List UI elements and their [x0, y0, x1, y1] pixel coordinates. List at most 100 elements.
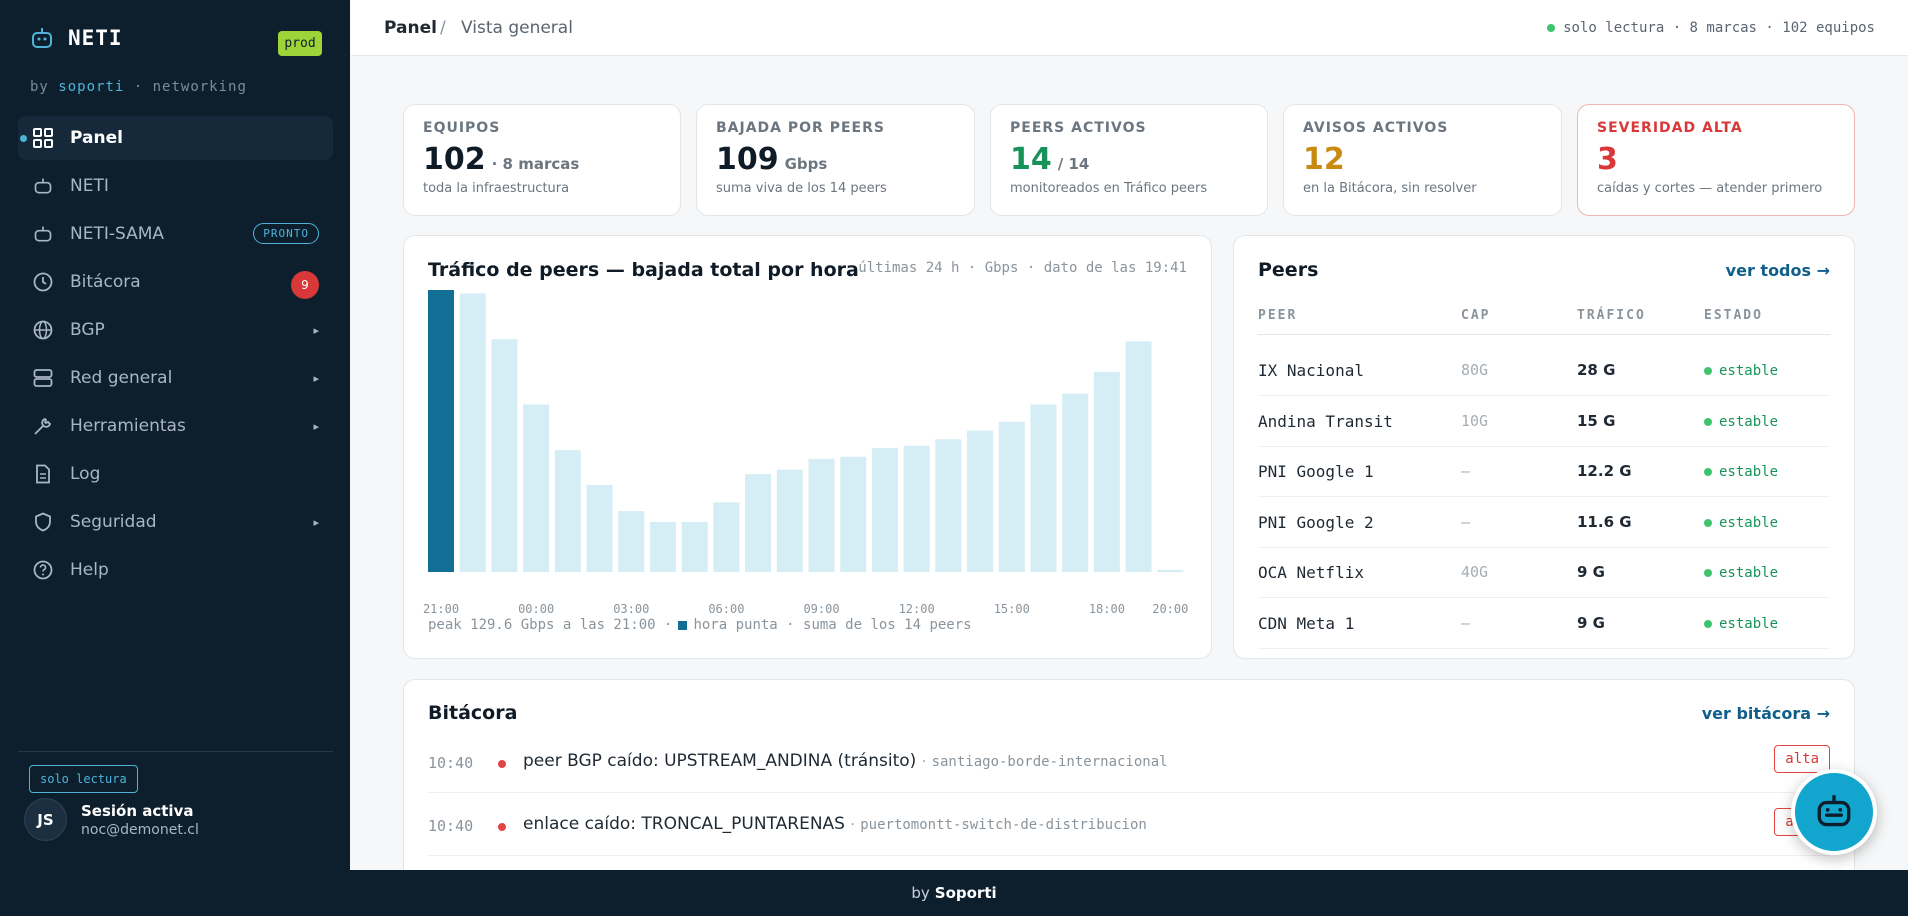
table-row[interactable]: IX Nacional 80G 28 G estable — [1258, 346, 1830, 396]
robot-icon — [32, 28, 52, 48]
chart-bar[interactable] — [618, 511, 645, 572]
chart-bar[interactable] — [776, 469, 803, 572]
breadcrumb-current: Vista general — [461, 17, 573, 38]
peers-title: Peers — [1258, 259, 1319, 281]
chart-bar[interactable] — [967, 430, 994, 572]
peer-status: estable — [1704, 464, 1778, 480]
sidebar-item-seguridad[interactable]: Seguridad ▸ — [18, 500, 333, 544]
peer-traffic: 9 G — [1577, 613, 1605, 632]
peer-traffic: 12.2 G — [1577, 462, 1632, 480]
peer-status-label: estable — [1719, 514, 1779, 531]
chart-bar[interactable] — [1093, 371, 1120, 572]
chart-bar[interactable] — [1030, 404, 1057, 572]
chart-bar[interactable] — [998, 421, 1025, 572]
sidebar-item-herramientas[interactable]: Herramientas ▸ — [18, 404, 333, 448]
peer-name: PNI Google 1 — [1258, 462, 1374, 481]
table-row[interactable]: PNI Google 1 — 12.2 G estable — [1258, 447, 1830, 497]
breadcrumb-panel[interactable]: Panel — [384, 17, 437, 38]
chart-bar[interactable] — [649, 521, 676, 572]
chart-bar[interactable] — [1062, 393, 1089, 572]
chart-bar[interactable] — [808, 458, 835, 572]
traffic-chart-card: Tráfico de peers — bajada total por hora… — [403, 235, 1212, 659]
chart-bar[interactable] — [745, 474, 772, 572]
chart-footer: peak 129.6 Gbps a las 21:00 · hora punta… — [428, 617, 972, 633]
sidebar-item-red-general[interactable]: Red general ▸ — [18, 356, 333, 400]
grid-icon — [32, 127, 54, 149]
caret-right-icon: ▸ — [313, 323, 319, 337]
chart-bar[interactable] — [903, 445, 930, 572]
sidebar-item-panel[interactable]: Panel — [18, 116, 333, 160]
chart-bar[interactable] — [935, 439, 962, 572]
divider — [18, 751, 333, 752]
chart-bar[interactable] — [681, 521, 708, 572]
chart-bar[interactable] — [713, 502, 740, 572]
sidebar-item-label: Herramientas — [70, 416, 186, 436]
kpi-value: 14 — [1010, 142, 1052, 177]
kpi-label: BAJADA POR PEERS — [716, 120, 885, 136]
sidebar-item-bitacora[interactable]: Bitácora 9 — [18, 260, 333, 304]
x-tick-label: 09:00 — [803, 602, 839, 616]
kpi-value: 3 — [1597, 142, 1618, 177]
severity-dot — [498, 823, 506, 831]
table-row[interactable]: Andina Transit 10G 15 G estable — [1258, 397, 1830, 447]
list-item[interactable]: 10:40 peer BGP caído: UPSTREAM_ANDINA (tr… — [428, 731, 1830, 793]
chart-bar[interactable] — [840, 456, 867, 572]
server-icon — [32, 367, 54, 389]
clock-icon — [32, 271, 54, 293]
kpi-card-avisos[interactable]: AVISOS ACTIVOS 12 en la Bitácora, sin re… — [1283, 104, 1562, 216]
env-badge: prod — [278, 31, 322, 56]
col-header-status: ESTADO — [1704, 308, 1763, 323]
assistant-button[interactable] — [1791, 769, 1877, 855]
chart-bar[interactable] — [523, 404, 550, 572]
log-time: 10:40 — [428, 754, 474, 772]
footer-brand[interactable]: Soporti — [934, 884, 997, 902]
chart-peak-text: peak 129.6 Gbps a las 21:00 · — [428, 617, 673, 633]
table-row[interactable]: CDN Meta 1 — 9 G estable — [1258, 599, 1830, 649]
chart-bar[interactable] — [586, 484, 613, 572]
robot-icon — [32, 223, 54, 245]
kpi-card-peers[interactable]: PEERS ACTIVOS 14 / 14 monitoreados en Trá… — [990, 104, 1268, 216]
byline-brand: soporti — [58, 79, 125, 95]
list-item[interactable]: 10:40 enlace caído: TRONCAL_PUNTARENAS · … — [428, 794, 1830, 856]
chart-bar-peak[interactable] — [428, 290, 455, 572]
peers-view-all-link[interactable]: ver todos → — [1725, 261, 1830, 280]
table-row[interactable]: PNI Google 2 — 11.6 G estable — [1258, 498, 1830, 548]
sidebar-item-help[interactable]: Help — [18, 548, 333, 592]
kpi-card-bajada[interactable]: BAJADA POR PEERS 109 Gbps suma viva de lo… — [696, 104, 975, 216]
chart-bar[interactable] — [554, 450, 581, 572]
chart-bar[interactable] — [1125, 341, 1152, 572]
kpi-label: PEERS ACTIVOS — [1010, 120, 1147, 136]
peer-name: Andina Transit — [1258, 411, 1393, 431]
user-session[interactable]: JS Sesión activa noc@demonet.cl — [24, 798, 199, 841]
chart-bar[interactable] — [1157, 569, 1184, 572]
col-header-traffic: TRÁFICO — [1577, 308, 1646, 323]
robot-icon — [1817, 795, 1851, 827]
chart-bar[interactable] — [871, 447, 898, 572]
peer-cap: — — [1461, 613, 1471, 632]
kpi-card-equipos[interactable]: EQUIPOS 102 · 8 marcas toda la infraestru… — [403, 104, 681, 216]
table-row[interactable]: OCA Netflix 40G 9 G estable — [1258, 548, 1830, 598]
chart-bar[interactable] — [459, 293, 486, 572]
avatar: JS — [24, 798, 67, 841]
sidebar-item-bgp[interactable]: BGP ▸ — [18, 308, 333, 352]
brand[interactable]: NETI — [30, 26, 123, 50]
app-name: NETI — [68, 26, 123, 50]
sidebar-item-neti[interactable]: NETI — [18, 164, 333, 208]
bitacora-view-all-link[interactable]: ver bitácora → — [1701, 704, 1830, 723]
kpi-sub: toda la infraestructura — [423, 181, 570, 196]
log-separator: · — [921, 754, 927, 770]
peer-cap: 80G — [1461, 361, 1489, 379]
chart-bar[interactable] — [491, 339, 518, 572]
sidebar-item-neti-sama[interactable]: NETI-SAMA PRONTO — [18, 212, 333, 256]
log-host: santiago-borde-internacional — [931, 754, 1168, 770]
kpi-unit: Gbps — [784, 155, 828, 173]
kpi-label: SEVERIDAD ALTA — [1597, 120, 1743, 136]
sidebar-item-log[interactable]: Log — [18, 452, 333, 496]
peer-name: CDN Meta 1 — [1258, 613, 1355, 633]
peer-name: IX Nacional — [1258, 361, 1364, 380]
caret-right-icon: ▸ — [313, 371, 319, 385]
status-indicator: solo lectura · 8 marcas · 102 equipos — [1547, 20, 1875, 36]
kpi-value: 12 — [1303, 142, 1345, 177]
legend-swatch — [678, 620, 688, 630]
kpi-card-severidad[interactable]: SEVERIDAD ALTA 3 caídas y cortes — atend… — [1577, 104, 1855, 216]
